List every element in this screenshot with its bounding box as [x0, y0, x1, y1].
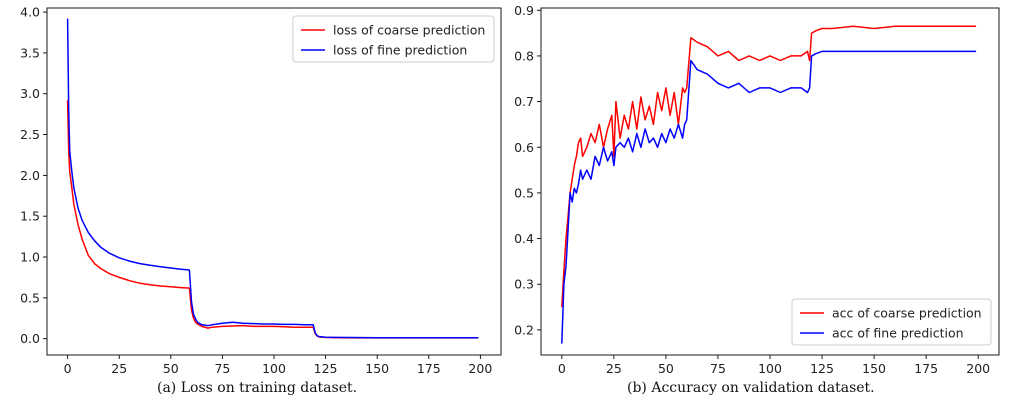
acc-x-tick-label: 125 [810, 361, 834, 376]
loss-y-tick-label: 3.5 [20, 45, 40, 60]
acc-y-tick-label: 0.2 [514, 322, 534, 337]
loss-y-tick-label: 4.0 [20, 5, 40, 20]
acc-legend-label: acc of coarse prediction [832, 306, 982, 321]
acc-legend-box [791, 298, 992, 346]
acc-y-tick-label: 0.8 [514, 48, 534, 63]
acc-y-tick-label: 0.5 [514, 185, 534, 200]
loss-series-line-coarse [66, 100, 479, 339]
acc-y-tick-label: 0.4 [514, 231, 534, 246]
acc-series-line-coarse [561, 25, 977, 308]
loss-legend-box [292, 15, 495, 63]
loss-y-tick-label: 0.5 [20, 290, 40, 305]
acc-x-tick-label: 200 [966, 361, 990, 376]
loss-x-tick-label: 100 [262, 361, 286, 376]
loss-x-tick-label: 75 [214, 361, 230, 376]
loss-x-tick-label: 125 [314, 361, 338, 376]
acc-x-tick-label: 75 [710, 361, 726, 376]
loss-y-tick-label: 3.0 [20, 86, 40, 101]
loss-x-tick-label: 25 [111, 361, 127, 376]
accuracy-chart: 0 25 50 75 100 125 150 175 200 0.2 0.3 0.4 0.5 0.6 0.7… [514, 3, 1000, 376]
acc-x-tick-label: 150 [862, 361, 886, 376]
acc-series-line-fine [561, 50, 977, 344]
acc-y-tick-label: 0.9 [514, 3, 534, 18]
loss-y-tick-label: 2.5 [20, 127, 40, 142]
loss-x-tick-label: 150 [365, 361, 389, 376]
acc-y-tick-label: 0.7 [514, 94, 534, 109]
loss-x-tick-label: 50 [163, 361, 179, 376]
acc-x-tick-label: 25 [606, 361, 622, 376]
acc-y-tick-label: 0.3 [514, 277, 534, 292]
loss-y-tick-label: 1.0 [20, 250, 40, 265]
loss-legend-label: loss of coarse prediction [333, 23, 485, 38]
accuracy-chart-caption: (b) Accuracy on validation dataset. [627, 380, 875, 396]
loss-chart-caption: (a) Loss on training dataset. [157, 380, 358, 396]
loss-series-line-fine [66, 18, 479, 339]
acc-x-tick-label: 175 [914, 361, 938, 376]
loss-y-tick-label: 0.0 [20, 331, 40, 346]
loss-y-tick-label: 2.0 [20, 168, 40, 183]
loss-chart: 0 25 50 75 100 125 150 175 200 0.0 0.5 1.0 1.5 2.0 2.5… [20, 5, 502, 376]
acc-x-tick-label: 0 [558, 361, 566, 376]
loss-x-tick-label: 175 [417, 361, 441, 376]
loss-x-tick-label: 0 [64, 361, 72, 376]
acc-x-tick-label: 50 [658, 361, 674, 376]
acc-y-tick-label: 0.6 [514, 140, 534, 155]
loss-x-tick-label: 200 [468, 361, 492, 376]
acc-x-tick-label: 100 [758, 361, 782, 376]
acc-legend-label: acc of fine prediction [832, 326, 964, 341]
loss-legend-label: loss of fine prediction [333, 43, 467, 58]
loss-y-tick-label: 1.5 [20, 209, 40, 224]
